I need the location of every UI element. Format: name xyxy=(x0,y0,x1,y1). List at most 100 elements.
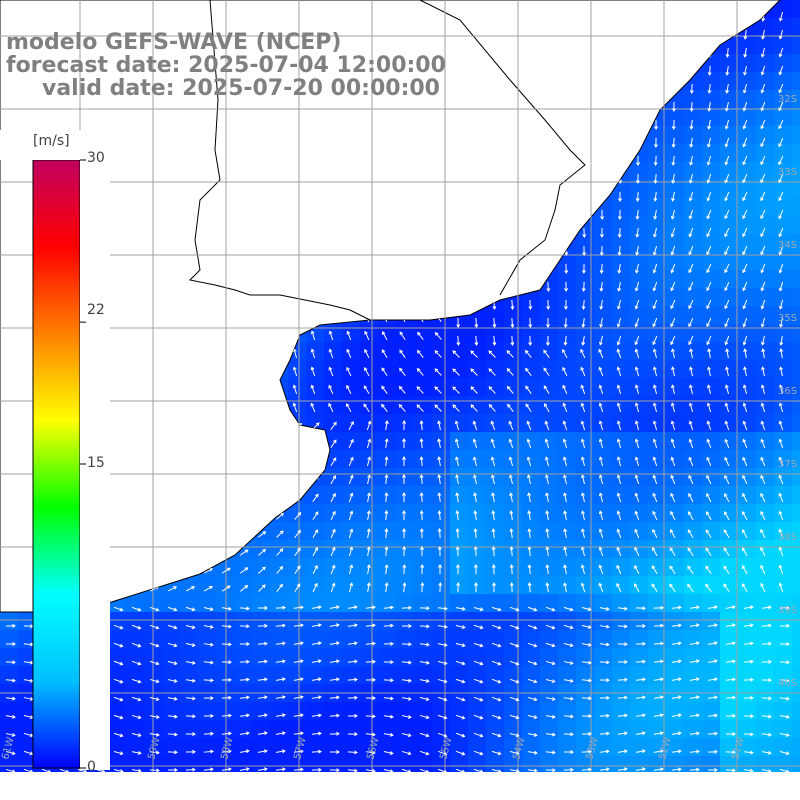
wind-arrow xyxy=(276,530,284,538)
wind-arrow-head xyxy=(707,72,712,76)
wind-arrow xyxy=(599,457,604,467)
speed-cell xyxy=(450,630,468,648)
speed-cell xyxy=(252,702,270,720)
wind-arrow-head xyxy=(671,144,676,148)
wind-arrow xyxy=(403,564,405,575)
wind-arrow xyxy=(365,624,376,627)
wind-arrow xyxy=(348,475,353,485)
speed-cell xyxy=(684,486,702,504)
wind-arrow xyxy=(527,457,532,467)
wind-arrow-head xyxy=(760,546,764,551)
speed-cell xyxy=(594,558,612,576)
wind-arrow-head xyxy=(563,564,568,569)
wind-arrow-head xyxy=(670,456,675,461)
speed-cell xyxy=(324,720,342,738)
wind-arrow-head xyxy=(328,366,333,371)
speed-cell xyxy=(720,378,738,396)
speed-cell xyxy=(540,306,558,324)
wind-arrow-head xyxy=(438,564,442,568)
wind-arrow xyxy=(438,457,441,467)
wind-arrow-head xyxy=(264,606,268,611)
speed-cell xyxy=(594,540,612,558)
wind-arrow xyxy=(420,420,423,431)
speed-cell xyxy=(702,126,720,144)
wind-arrow xyxy=(564,511,567,521)
wind-arrow xyxy=(385,528,388,539)
speed-cell xyxy=(162,594,180,612)
wind-arrow-head xyxy=(310,384,315,389)
wind-arrow xyxy=(385,492,388,503)
wind-arrow-head xyxy=(562,366,566,371)
wind-arrow xyxy=(546,493,549,503)
speed-cell xyxy=(450,468,468,486)
wind-arrow-head xyxy=(262,548,267,553)
speed-cell xyxy=(306,738,324,756)
speed-cell xyxy=(612,234,630,252)
wind-arrow xyxy=(761,403,766,413)
wind-arrow xyxy=(690,101,693,112)
speed-cell xyxy=(540,450,558,468)
wind-arrow-head xyxy=(155,607,160,612)
speed-cell xyxy=(756,558,774,576)
wind-arrow-head xyxy=(705,583,709,588)
wind-arrow xyxy=(742,475,748,485)
wind-arrow xyxy=(778,191,784,201)
wind-arrow xyxy=(779,421,784,431)
speed-cell xyxy=(666,180,684,198)
wind-arrow-head xyxy=(384,546,389,550)
wind-arrow-head xyxy=(346,384,350,389)
wind-arrow xyxy=(617,299,621,309)
speed-cell xyxy=(702,162,720,180)
wind-arrow-head xyxy=(689,161,693,166)
wind-arrow xyxy=(707,439,712,449)
wind-arrow xyxy=(652,493,658,503)
wind-arrow-head xyxy=(580,456,585,461)
wind-arrow-head xyxy=(731,605,736,610)
speed-cell xyxy=(540,720,558,738)
speed-cell xyxy=(630,540,648,558)
wind-arrow xyxy=(546,547,549,557)
speed-cell xyxy=(468,738,486,756)
wind-arrow-head xyxy=(724,305,728,310)
speed-cell xyxy=(666,198,684,216)
wind-arrow xyxy=(491,421,496,431)
speed-cell xyxy=(630,720,648,738)
wind-arrow xyxy=(510,493,513,503)
speed-cell xyxy=(792,126,800,144)
wind-arrow xyxy=(688,457,694,467)
wind-arrow-head xyxy=(364,330,368,335)
wind-arrow-head xyxy=(299,623,304,628)
speed-cell xyxy=(774,720,792,738)
wind-arrow-head xyxy=(492,342,497,346)
wind-arrow xyxy=(599,385,604,395)
wind-arrow xyxy=(600,281,603,292)
speed-cell xyxy=(684,504,702,522)
wind-arrow-head xyxy=(706,492,710,497)
wind-arrow-head xyxy=(474,582,479,586)
speed-cell xyxy=(792,522,800,540)
wind-arrow xyxy=(670,317,676,327)
wind-arrow xyxy=(475,317,477,328)
wind-arrow xyxy=(525,368,532,376)
wind-arrow xyxy=(761,421,766,431)
speed-cell xyxy=(486,702,504,720)
wind-arrow xyxy=(708,349,711,359)
speed-cell xyxy=(324,342,342,360)
wind-arrow-head xyxy=(634,456,639,461)
wind-arrow xyxy=(293,349,298,359)
speed-cell xyxy=(414,756,432,772)
wind-arrow xyxy=(491,439,496,449)
speed-cell xyxy=(792,360,800,378)
wind-arrow-head xyxy=(491,528,496,532)
wind-arrow xyxy=(636,245,639,255)
wind-arrow xyxy=(507,386,514,394)
wind-arrow xyxy=(635,299,640,309)
speed-cell xyxy=(756,198,774,216)
speed-cell xyxy=(414,342,432,360)
speed-cell xyxy=(594,504,612,522)
wind-arrow xyxy=(671,367,675,377)
wind-arrow-head xyxy=(437,528,442,532)
land-area xyxy=(0,0,781,613)
speed-cell xyxy=(612,720,630,738)
wind-arrow xyxy=(671,403,676,413)
